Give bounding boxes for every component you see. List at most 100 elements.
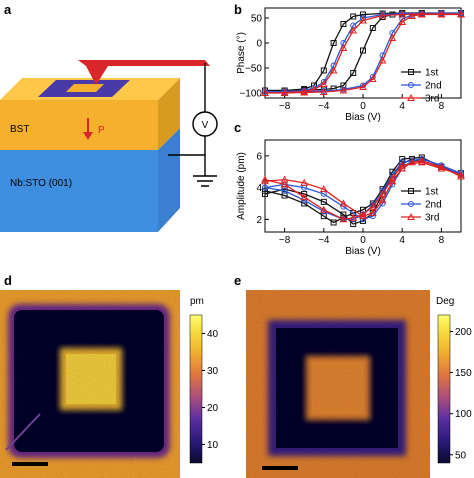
data-point [359, 210, 367, 218]
legend-marker [407, 93, 415, 101]
x-tick-label: −4 [318, 101, 330, 112]
colorbar-tick-label: 100 [455, 409, 472, 420]
polarization-label: P [98, 125, 105, 136]
x-tick-label: −4 [318, 235, 330, 246]
data-point [359, 212, 367, 220]
bst-label: BST [10, 124, 29, 135]
data-point [261, 88, 269, 96]
data-point [319, 185, 328, 193]
colorbar-tick-label: 20 [207, 403, 219, 414]
data-point [408, 11, 416, 19]
data-point [281, 187, 288, 194]
schematic: a V BST Nb:STO (001) P [0, 2, 218, 232]
data-point [369, 25, 376, 31]
y-tick-label: 4 [256, 183, 262, 194]
data-point [339, 199, 348, 207]
data-point [261, 177, 269, 185]
data-point [262, 184, 268, 191]
data-point [300, 87, 309, 95]
data-point [417, 158, 426, 166]
colorbar-tick-label: 30 [207, 366, 219, 377]
colorbar-tick-label: 40 [207, 329, 219, 340]
colorbar-e-unit: Deg [436, 296, 454, 307]
data-point [339, 43, 348, 51]
data-point [457, 172, 465, 180]
data-point [378, 11, 387, 19]
colorbar-tick-label: 200 [455, 327, 472, 338]
substrate-front [0, 150, 158, 232]
colorbar-d-unit: pm [190, 296, 204, 307]
data-point [437, 164, 446, 172]
y-tick-label: 6 [256, 151, 262, 162]
panel-letter-a: a [4, 2, 12, 17]
data-point [339, 215, 348, 223]
amplitude-xlabel: Bias (V) [345, 246, 381, 257]
data-point [437, 162, 446, 170]
data-point [349, 26, 358, 34]
written-pattern-center [66, 84, 104, 92]
y-tick-label: −100 [239, 89, 262, 100]
colorbar-e [437, 314, 451, 464]
voltmeter-label: V [202, 120, 209, 131]
substrate-label: Nb:STO (001) [10, 178, 72, 189]
data-point [368, 208, 377, 216]
bst-front [0, 100, 158, 150]
legend-label-1st: 1st [425, 68, 439, 79]
data-point [360, 47, 366, 54]
data-point [330, 40, 337, 46]
data-point [388, 33, 397, 41]
data-point [300, 178, 309, 186]
ground-icon [193, 175, 217, 187]
data-point [280, 88, 289, 96]
data-point [340, 21, 347, 27]
data-point [417, 9, 426, 17]
legend-marker [408, 82, 414, 88]
x-tick-label: 8 [439, 101, 445, 112]
data-point [388, 174, 397, 182]
x-tick-label: 0 [360, 101, 366, 112]
data-point [330, 219, 337, 226]
data-point [359, 16, 367, 24]
data-point [319, 205, 328, 213]
y-tick-label: 0 [256, 39, 262, 50]
x-tick-label: 8 [439, 235, 445, 246]
data-point [320, 198, 327, 205]
data-point [418, 156, 425, 163]
data-point [339, 86, 348, 94]
x-tick-label: −8 [279, 101, 291, 112]
data-point [417, 156, 426, 164]
phase-xlabel: Bias (V) [345, 112, 381, 123]
data-point [262, 190, 268, 197]
x-tick-label: 4 [399, 235, 405, 246]
phase-map: e Deg 50 100 150 200 [234, 273, 472, 478]
legend-marker [408, 188, 414, 194]
legend-marker [408, 201, 414, 207]
data-point [457, 170, 465, 178]
data-point [319, 79, 328, 87]
cantilever [78, 60, 210, 66]
data-point [437, 9, 446, 17]
data-point [350, 70, 357, 76]
scale-bar-d [12, 462, 48, 466]
data-point [300, 193, 309, 201]
legend-marker [408, 69, 414, 75]
y-tick-label: 2 [256, 215, 262, 226]
colorbar-tick-label: 10 [207, 440, 219, 451]
colorbar-tick-label: 50 [455, 450, 467, 461]
data-point [350, 13, 357, 20]
y-tick-label: 50 [251, 14, 263, 25]
x-tick-label: −8 [279, 235, 291, 246]
phase-chart: b −8 −4 0 4 8 −100 −50 0 50 Phase (°) Bias (V) 1… [234, 2, 465, 123]
data-point [368, 74, 377, 82]
phase-ylabel: Phase (°) [236, 32, 247, 74]
data-point [280, 180, 289, 188]
data-point [378, 56, 387, 64]
legend-label-2nd: 2nd [425, 200, 442, 211]
data-point [378, 196, 387, 204]
data-point [398, 161, 407, 169]
amplitude-ylabel: Amplitude (pm) [236, 152, 247, 220]
data-point [261, 175, 269, 183]
legend-label-3rd: 3rd [425, 213, 439, 224]
x-tick-label: 4 [399, 101, 405, 112]
data-point [398, 10, 407, 18]
